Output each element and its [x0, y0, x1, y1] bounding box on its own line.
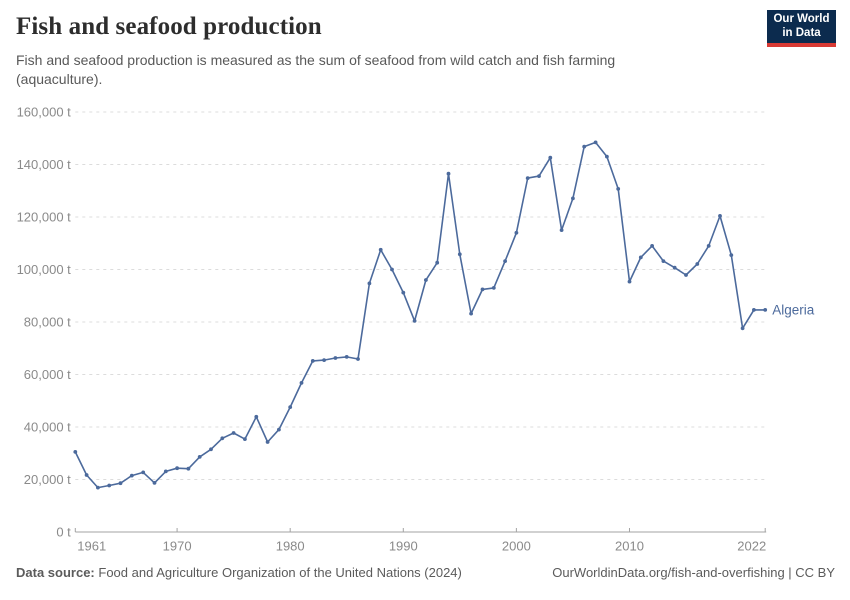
data-point-1987	[367, 281, 372, 286]
data-point-1980	[288, 405, 293, 409]
data-point-1977	[254, 414, 259, 419]
data-point-1994	[446, 171, 451, 176]
data-point-2003	[548, 155, 553, 160]
data-point-2004	[559, 228, 564, 233]
data-point-2017	[706, 244, 711, 248]
data-point-1985	[344, 355, 349, 359]
chart-subtitle: Fish and seafood production is measured …	[16, 52, 616, 87]
chart-footer: Data source: Food and Agriculture Organi…	[16, 565, 835, 580]
x-axis-label-1980: 1980	[276, 539, 305, 554]
logo-line-1: Our World	[773, 13, 830, 25]
data-point-1978	[265, 440, 270, 444]
data-point-2009	[616, 187, 621, 191]
y-axis-label-40000: 40,000 t	[24, 420, 71, 435]
data-point-2000	[514, 230, 519, 235]
data-point-2016	[695, 262, 700, 266]
series-line-algeria	[74, 141, 766, 489]
data-point-1979	[277, 427, 281, 432]
data-point-2007	[593, 140, 598, 145]
data-point-2020	[740, 326, 745, 331]
data-point-1988	[378, 247, 383, 252]
x-axis-label-2010: 2010	[615, 539, 644, 554]
x-axis-label-1970: 1970	[163, 539, 192, 554]
data-point-1961	[73, 450, 78, 454]
data-point-1972	[197, 455, 202, 459]
data-point-2011	[638, 255, 643, 260]
data-point-1968	[152, 481, 157, 485]
logo-line-2: in Data	[782, 26, 821, 39]
data-point-2001	[525, 176, 530, 181]
data-point-1993	[435, 260, 440, 265]
data-point-1966	[129, 473, 134, 478]
x-axis-label-1990: 1990	[389, 539, 418, 554]
x-axis-label-2022: 2022	[737, 539, 766, 554]
data-point-1965	[118, 481, 123, 486]
data-point-1997	[480, 287, 485, 292]
data-source-label: Data source:	[16, 565, 95, 580]
data-point-1971	[186, 466, 191, 471]
x-axis-label-1961: 1961	[77, 539, 106, 554]
data-point-1995	[457, 252, 462, 257]
data-point-2006	[582, 144, 587, 149]
page-title: Fish and seafood production	[16, 13, 322, 40]
data-point-1992	[424, 278, 428, 282]
y-axis-label-160000: 160,000 t	[17, 105, 72, 120]
data-point-1967	[141, 470, 146, 475]
data-point-2013	[661, 259, 666, 263]
data-point-1975	[231, 431, 236, 435]
y-axis-label-100000: 100,000 t	[17, 262, 72, 277]
data-point-1990	[401, 290, 406, 295]
owid-url-link[interactable]: OurWorldinData.org/fish-and-overfishing …	[552, 565, 835, 580]
data-point-1986	[356, 357, 360, 361]
data-point-1981	[299, 381, 304, 385]
y-axis-label-0: 0 t	[56, 525, 71, 540]
series-label-algeria: Algeria	[772, 302, 815, 317]
owid-logo[interactable]: Our World in Data	[767, 10, 836, 47]
data-point-1974	[220, 436, 225, 441]
data-point-1973	[209, 447, 213, 452]
data-point-1982	[310, 359, 315, 363]
data-source: Data source: Food and Agriculture Organi…	[16, 565, 462, 580]
data-point-2015	[684, 273, 688, 277]
data-point-2012	[650, 244, 654, 248]
data-point-2014	[672, 265, 677, 270]
data-point-1984	[333, 356, 338, 360]
y-axis-label-60000: 60,000 t	[24, 367, 71, 382]
data-point-2002	[537, 174, 541, 179]
y-axis-label-120000: 120,000 t	[17, 210, 72, 225]
data-point-1991	[412, 319, 417, 323]
data-point-2021	[752, 308, 756, 312]
data-point-1983	[322, 358, 326, 362]
data-point-2010	[627, 279, 632, 284]
data-point-2022	[763, 308, 768, 312]
data-point-2018	[718, 214, 722, 218]
x-axis-label-2000: 2000	[502, 539, 531, 554]
y-axis-label-140000: 140,000 t	[17, 157, 72, 172]
data-source-text: Food and Agriculture Organization of the…	[98, 565, 462, 580]
data-point-2005	[571, 196, 575, 201]
data-point-2008	[605, 154, 609, 159]
data-point-1969	[163, 469, 168, 474]
data-point-1999	[503, 259, 507, 263]
data-point-1996	[469, 311, 473, 316]
data-point-1963	[96, 485, 100, 490]
data-point-1962	[84, 473, 89, 477]
data-point-2019	[729, 253, 734, 257]
y-axis-label-80000: 80,000 t	[24, 315, 71, 330]
y-axis-label-20000: 20,000 t	[24, 472, 71, 487]
data-point-1964	[107, 483, 112, 488]
data-point-1989	[390, 267, 394, 272]
data-point-1976	[243, 437, 247, 441]
data-point-1998	[491, 286, 496, 290]
data-point-1970	[175, 466, 180, 471]
